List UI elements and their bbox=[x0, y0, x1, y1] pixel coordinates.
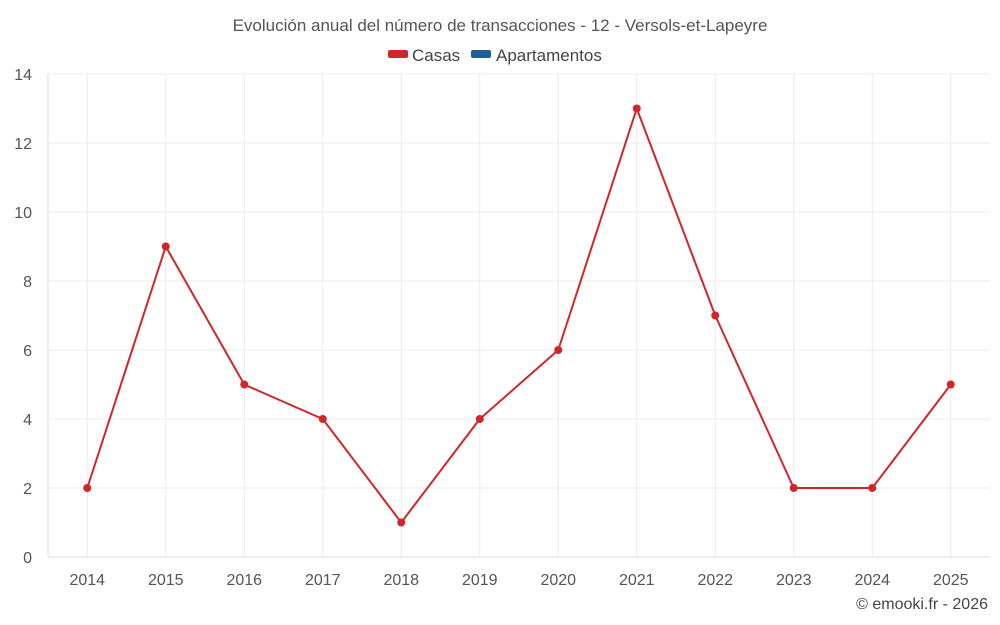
x-tick-label: 2023 bbox=[776, 572, 812, 589]
series-casas bbox=[83, 104, 955, 527]
credit-text: © emooki.fr - 2026 bbox=[856, 596, 988, 613]
legend-swatch-casas bbox=[388, 50, 408, 58]
x-axis: 2014 2015 2016 2017 2018 2019 2020 2021 2022 2023… bbox=[48, 556, 990, 589]
x-tick-label: 2025 bbox=[933, 572, 969, 589]
y-tick-label: 0 bbox=[23, 550, 32, 567]
x-tick-label: 2016 bbox=[226, 572, 262, 589]
y-tick-label: 2 bbox=[23, 481, 32, 498]
data-point[interactable] bbox=[868, 484, 877, 492]
y-tick-label: 8 bbox=[23, 274, 32, 291]
x-tick-label: 2024 bbox=[854, 572, 890, 589]
legend-item-apartamentos[interactable]: Apartamentos bbox=[471, 46, 602, 65]
legend-swatch-apartamentos bbox=[471, 50, 491, 58]
legend-label-apartamentos: Apartamentos bbox=[496, 46, 602, 65]
x-tick-label: 2021 bbox=[619, 572, 655, 589]
data-point[interactable] bbox=[711, 311, 720, 320]
x-tick-label: 2014 bbox=[69, 572, 105, 589]
x-tick-label: 2015 bbox=[148, 572, 184, 589]
y-tick-label: 6 bbox=[23, 343, 32, 360]
y-axis: 0 2 4 6 8 10 12 14 bbox=[14, 67, 49, 567]
x-tick-label: 2019 bbox=[462, 572, 498, 589]
y-tick-label: 12 bbox=[14, 136, 32, 153]
data-point[interactable] bbox=[632, 104, 641, 113]
legend-item-casas[interactable]: Casas bbox=[388, 46, 460, 65]
chart-title: Evolución anual del número de transaccio… bbox=[233, 16, 768, 35]
data-point[interactable] bbox=[554, 346, 563, 354]
data-point[interactable] bbox=[240, 380, 249, 389]
x-tick-label: 2018 bbox=[383, 572, 419, 589]
legend-label-casas: Casas bbox=[412, 46, 460, 65]
data-point[interactable] bbox=[475, 415, 484, 423]
y-tick-label: 4 bbox=[23, 412, 32, 429]
x-tick-label: 2020 bbox=[540, 572, 576, 589]
x-tick-label: 2022 bbox=[697, 572, 733, 589]
y-tick-label: 10 bbox=[14, 205, 32, 222]
legend: Casas Apartamentos bbox=[388, 46, 602, 65]
data-point[interactable] bbox=[161, 242, 170, 251]
series-line bbox=[86, 107, 952, 524]
data-point[interactable] bbox=[789, 484, 798, 492]
data-point[interactable] bbox=[318, 415, 327, 423]
data-point[interactable] bbox=[946, 380, 955, 389]
y-tick-label: 14 bbox=[14, 67, 32, 84]
gridlines bbox=[48, 73, 990, 558]
x-tick-label: 2017 bbox=[305, 572, 341, 589]
data-point[interactable] bbox=[397, 518, 406, 527]
data-point[interactable] bbox=[83, 484, 92, 492]
